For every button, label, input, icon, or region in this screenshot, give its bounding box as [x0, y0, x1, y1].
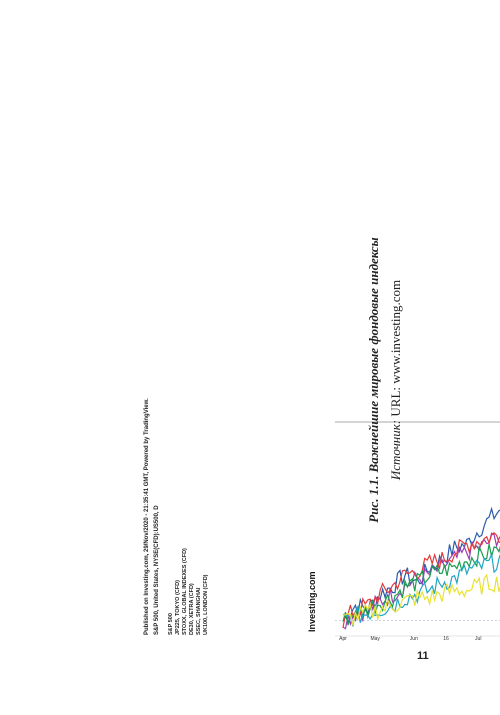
series-line: [342, 545, 500, 626]
x-tick-label: May: [370, 636, 380, 642]
legend-item: UK100, LONDON (CFD): [203, 574, 209, 635]
legend-item: STOXX, GLOBAL INDEXES (CFD): [182, 548, 188, 635]
legend-item: S&P 500: [168, 613, 174, 635]
x-tick-label: Apr: [339, 636, 347, 642]
series-line: [342, 434, 500, 630]
page-number: 11: [417, 650, 429, 662]
legend: S&P 500 JP225, TOKYO (CFD) STOXX, GLOBAL I…: [168, 548, 209, 635]
legend-item: SSEC, SHANGHAI: [196, 587, 202, 635]
source-label: Источник:: [388, 419, 403, 481]
header-block: Published on Investing.com, 29/Nov/2020 …: [144, 398, 160, 635]
series-line: [342, 425, 500, 624]
chart-subtitle: S&P 500, United States, NYSE(CFD):US500,…: [154, 505, 160, 635]
caption-source: Источник: URL: www.investing.com: [388, 200, 404, 560]
series-line: [342, 499, 500, 626]
series-line: [342, 516, 500, 627]
x-tick-label: 16: [443, 636, 449, 642]
caption-title: Рис. 1.1. Важнейшие мировые фондовые инд…: [366, 237, 381, 523]
source-text: URL: www.investing.com: [388, 279, 403, 417]
figure-caption: Рис. 1.1. Важнейшие мировые фондовые инд…: [366, 200, 404, 560]
legend-item: DE30, XETRA (CFD): [189, 583, 195, 635]
published-line: Published on Investing.com, 29/Nov/2020 …: [144, 398, 150, 635]
brand-logo: Investing.com: [307, 571, 317, 632]
legend-item: JP225, TOKYO (CFD): [175, 580, 181, 635]
x-tick-label: Jul: [475, 636, 481, 642]
x-tick-label: Jun: [410, 636, 418, 642]
series-line: [342, 472, 500, 628]
plot-area: 52.00%48.00%44.00%40.00%36.00%32.00%28.0…: [335, 421, 500, 642]
